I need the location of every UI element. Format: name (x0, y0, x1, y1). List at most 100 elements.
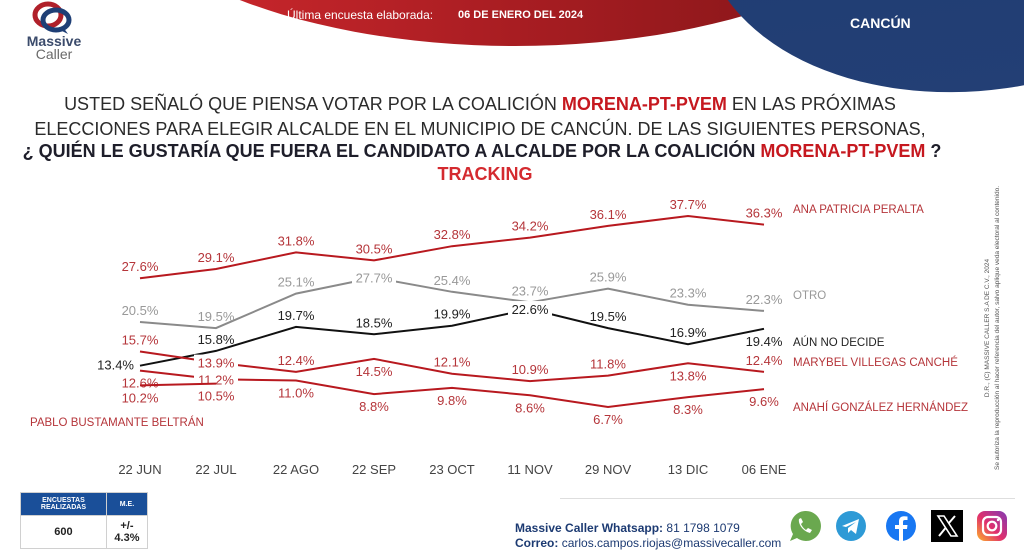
whatsapp-icon[interactable] (788, 509, 822, 543)
label-bg (508, 301, 552, 318)
party-name: MORENA-PT-PVEM (760, 141, 926, 161)
question-line-2: ELECCIONES PARA ELEGIR ALCALDE EN EL MUN… (34, 119, 926, 139)
data-label: 31.8% (278, 233, 315, 248)
data-label: 34.2% (512, 219, 549, 234)
data-label: 12.6% (122, 376, 159, 391)
last-survey-date: 06 DE ENERO DEL 2024 (458, 9, 584, 21)
data-label: 23.7% (512, 283, 549, 298)
email-label: Correo: (515, 536, 559, 550)
header-surveys: ENCUESTAS REALIZADAS (20, 492, 107, 516)
data-label: 11.8% (590, 357, 626, 372)
x-tick-label: 11 NOV (507, 462, 553, 477)
data-label: 13.4% (97, 358, 134, 373)
data-label: 8.6% (515, 400, 545, 415)
x-icon[interactable] (930, 509, 964, 543)
series-name-label: OTRO (793, 290, 826, 302)
survey-stats-table: ENCUESTAS REALIZADAS M.E. 600 +/- 4.3% (20, 492, 149, 549)
data-label: 10.9% (512, 362, 549, 377)
facebook-icon[interactable] (884, 509, 918, 543)
surveys-count: 600 (20, 515, 107, 549)
question-text: USTED SEÑALÓ QUE PIENSA VOTAR POR LA COA… (64, 94, 562, 114)
data-label: 18.5% (356, 315, 393, 330)
data-label: 6.7% (593, 412, 623, 427)
question-text: ? (925, 141, 942, 161)
x-tick-label: 22 AGO (273, 462, 319, 477)
party-name: MORENA-PT-PVEM (561, 94, 727, 114)
telegram-icon[interactable] (834, 509, 868, 543)
last-survey-label: Última encuesta elaborada: (287, 8, 434, 22)
x-tick-label: 22 JUN (118, 462, 161, 477)
question-text: EN LAS PRÓXIMAS (726, 94, 896, 114)
logo-text-massive: Massive (26, 33, 82, 49)
data-label: 9.8% (437, 393, 467, 408)
x-tick-label: 22 JUL (195, 462, 236, 477)
data-label: 16.9% (670, 325, 707, 340)
data-label: 8.3% (673, 402, 703, 417)
series-name-label: PABLO BUSTAMANTE BELTRÁN (30, 416, 204, 429)
series-line-0 (139, 214, 765, 280)
data-label: 27.6% (122, 259, 159, 274)
data-label: 19.9% (434, 307, 471, 322)
massive-caller-logo: Massive Caller (16, 0, 92, 70)
data-label: 20.5% (122, 303, 159, 318)
data-label: 11.2% (198, 372, 234, 387)
data-label: 22.3% (746, 292, 783, 307)
series-name-label: MARYBEL VILLEGAS CANCHÉ (793, 356, 958, 369)
series-line-2 (139, 307, 765, 367)
whatsapp-label: Massive Caller Whatsapp: (515, 521, 664, 535)
data-label: 25.9% (590, 270, 627, 285)
whatsapp-number: 81 1798 1079 (666, 521, 740, 535)
data-label: 9.6% (749, 394, 779, 409)
data-label: 25.1% (278, 275, 315, 290)
x-tick-label: 22 SEP (352, 462, 396, 477)
data-label: 14.5% (356, 364, 393, 379)
header-margin-error: M.E. (105, 492, 149, 516)
series-name-label: ANA PATRICIA PERALTA (793, 204, 924, 216)
data-label: 8.8% (359, 399, 389, 414)
label-bg (194, 354, 238, 371)
data-label: 13.9% (198, 356, 235, 371)
city-label: CANCÚN (850, 15, 911, 31)
email-contact: Correo: carlos.campos.riojas@massivecall… (515, 536, 781, 550)
question-line-3: ¿ QUIÉN LE GUSTARÍA QUE FUERA EL CANDIDA… (0, 141, 982, 162)
data-label: 32.8% (434, 227, 471, 242)
data-label: 19.7% (278, 308, 315, 323)
data-label: 10.5% (198, 389, 235, 404)
series-name-label: ANAHÍ GONZÁLEZ HERNÁNDEZ (793, 401, 968, 414)
data-label: 27.7% (356, 271, 393, 286)
series-name-label: AÚN NO DECIDE (793, 336, 885, 349)
series-line-1 (139, 276, 765, 330)
email-address[interactable]: carlos.campos.riojas@massivecaller.com (561, 536, 782, 550)
data-label: 36.3% (746, 206, 783, 221)
whatsapp-contact: Massive Caller Whatsapp: 81 1798 1079 (515, 521, 740, 535)
data-label: 10.2% (122, 390, 159, 405)
data-label: 19.5% (590, 309, 627, 324)
data-label: 25.4% (434, 273, 471, 288)
instagram-icon[interactable] (975, 509, 1009, 543)
logo-text-caller: Caller (35, 46, 73, 62)
question-text: ¿ QUIÉN LE GUSTARÍA QUE FUERA EL CANDIDA… (22, 141, 761, 161)
series-line-3 (139, 350, 765, 383)
data-label: 23.3% (670, 286, 707, 301)
question-line-1: USTED SEÑALÓ QUE PIENSA VOTAR POR LA COA… (0, 94, 980, 115)
x-tick-label: 06 ENE (742, 462, 787, 477)
data-label: 12.1% (434, 355, 471, 370)
margin-error: +/- 4.3% (105, 515, 149, 549)
data-label: 13.8% (670, 368, 707, 383)
data-label: 11.0% (278, 386, 314, 401)
data-label: 30.5% (356, 241, 393, 256)
label-bg (352, 269, 396, 286)
chart-title: TRACKING (437, 164, 533, 184)
logo-icon (32, 1, 72, 34)
data-label: 19.4% (746, 334, 783, 349)
x-tick-label: 29 NOV (585, 462, 632, 477)
data-label: 37.7% (670, 197, 707, 212)
data-label: 12.4% (278, 353, 315, 368)
series-line-5 (139, 382, 217, 387)
data-label: 22.6% (512, 302, 549, 317)
data-label: 15.8% (198, 332, 235, 347)
data-label: 36.1% (590, 207, 627, 222)
data-label: 29.1% (198, 250, 235, 265)
x-tick-label: 13 DIC (668, 462, 708, 477)
